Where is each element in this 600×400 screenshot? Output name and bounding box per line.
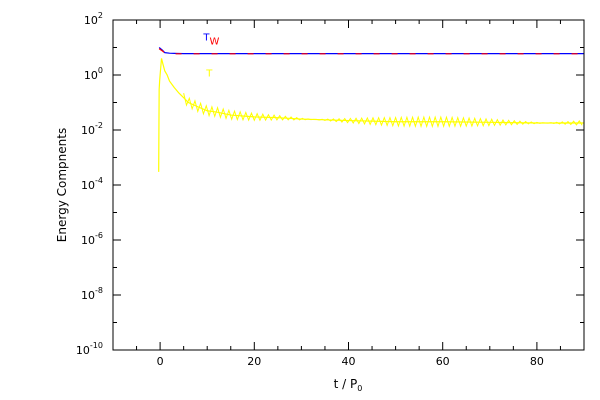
x-tick-label: 80 xyxy=(530,355,544,368)
x-tick-label: 20 xyxy=(247,355,261,368)
y-tick-label: 100 xyxy=(84,66,103,82)
x-tick-label: 0 xyxy=(157,355,164,368)
series-layer xyxy=(158,47,584,172)
y-tick-label: 10-6 xyxy=(81,231,103,247)
x-tick-label: 60 xyxy=(436,355,450,368)
plot-frame xyxy=(112,19,585,351)
legend-label-0: T xyxy=(202,32,210,43)
y-tick-label: 10-2 xyxy=(81,121,103,137)
y-tick-label: 10-4 xyxy=(81,176,103,192)
x-axis-title: t / P0 xyxy=(334,377,363,393)
series-line-2 xyxy=(158,58,584,172)
legend: T WT xyxy=(202,32,219,79)
series-line-1 xyxy=(158,48,584,55)
y-tick-label: 102 xyxy=(84,11,103,27)
series-line-2-oscillation xyxy=(183,92,583,129)
x-axis: 0 20 40 60 80 xyxy=(112,20,585,368)
y-axis: 10-10 10-8 10-6 10-4 10-2 100 102 xyxy=(76,11,584,357)
y-tick-label: 10-8 xyxy=(81,286,103,302)
legend-label-1: W xyxy=(210,36,220,47)
legend-label-2: T xyxy=(205,68,213,79)
y-tick-label: 10-10 xyxy=(76,341,103,357)
y-axis-title: Energy Compnents xyxy=(55,128,69,242)
x-tick-label: 40 xyxy=(342,355,356,368)
series-line-0 xyxy=(158,47,584,55)
